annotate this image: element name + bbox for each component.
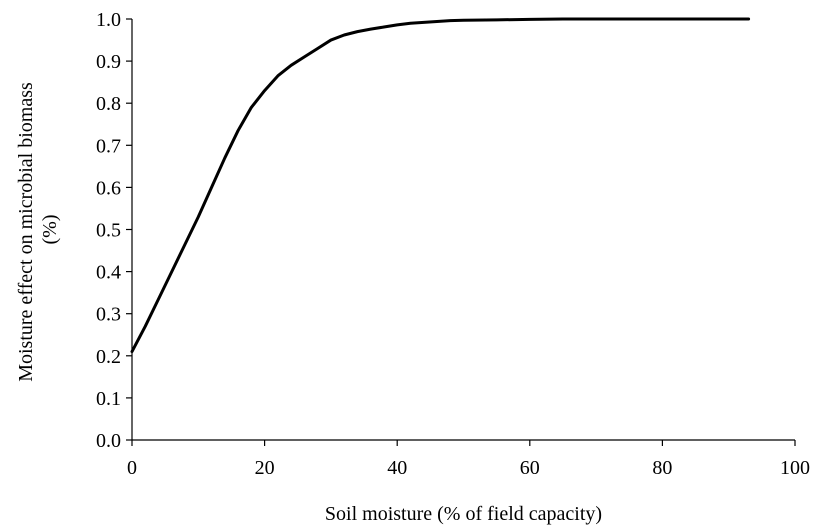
- x-tick-label: 100: [780, 457, 810, 479]
- y-tick-label: 0.7: [96, 135, 121, 157]
- x-axis-ticks: 0 20 40 60 80 100: [127, 440, 810, 479]
- y-axis-ticks: 0.0 0.1 0.2 0.3 0.4 0.5 0.6 0.7 0.8 0.9 1.0: [96, 9, 132, 452]
- y-tick-label: 1.0: [96, 9, 121, 31]
- x-tick-label: 80: [652, 457, 672, 479]
- x-tick-label: 60: [520, 457, 540, 479]
- y-tick-label: 0.0: [96, 430, 121, 452]
- x-axis-title: Soil moisture (% of field capacity): [325, 503, 602, 525]
- y-tick-label: 0.6: [96, 177, 121, 199]
- y-axis-title-line-2: (%): [39, 215, 61, 245]
- y-axis-title: Moisture effect on microbial biomass (%): [15, 77, 61, 382]
- y-tick-label: 0.9: [96, 51, 121, 73]
- y-tick-label: 0.1: [96, 388, 121, 410]
- y-tick-label: 0.8: [96, 93, 121, 115]
- y-axis-title-line-1: Moisture effect on microbial biomass: [15, 82, 37, 382]
- y-tick-label: 0.2: [96, 346, 121, 368]
- y-tick-label: 0.4: [96, 262, 121, 284]
- y-tick-label: 0.3: [96, 304, 121, 326]
- y-tick-label: 0.5: [96, 220, 121, 242]
- x-tick-label: 0: [127, 457, 137, 479]
- series-line: [130, 17, 751, 354]
- x-tick-label: 20: [255, 457, 275, 479]
- x-tick-label: 40: [387, 457, 407, 479]
- plot-area: 0.0 0.1 0.2 0.3 0.4 0.5 0.6 0.7 0.8 0.9 1.0 0 20 40 6…: [96, 9, 810, 479]
